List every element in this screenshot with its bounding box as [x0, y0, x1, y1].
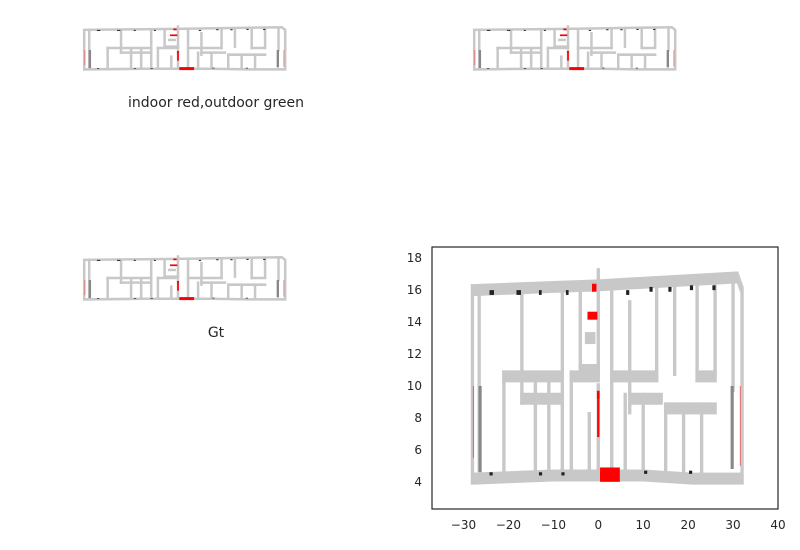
- x-tick-label: −10: [541, 518, 566, 532]
- panel-3-title: Gt: [208, 325, 225, 341]
- x-tick-label: −30: [451, 518, 476, 532]
- panel-1-title: indoor red,outdoor green: [128, 95, 304, 111]
- panel-4-floorplan: [472, 274, 742, 482]
- y-tick-label: 8: [414, 411, 422, 425]
- y-tick-label: 12: [407, 347, 422, 361]
- panel-1-floorplan: [82, 24, 287, 72]
- y-tick-label: 14: [407, 315, 422, 329]
- x-tick-label: −20: [496, 518, 521, 532]
- panel-4-frame: [431, 246, 779, 510]
- panel-1: indoor red,outdoor green: [82, 24, 304, 111]
- y-tick-label: 18: [407, 251, 422, 265]
- panel-4-y-ticks: 4 6 8 10 12 14 16 18: [407, 251, 422, 489]
- x-tick-label: 30: [725, 518, 740, 532]
- x-tick-label: 0: [594, 518, 602, 532]
- panel-4: −30 −20 −10 0 10 20 30 40 4 6 8 10 12 14 16 18: [407, 246, 786, 532]
- y-tick-label: 16: [407, 283, 422, 297]
- panel-4-x-ticks: −30 −20 −10 0 10 20 30 40: [451, 518, 786, 532]
- panel-2-floorplan: [472, 24, 677, 72]
- y-tick-label: 4: [414, 475, 422, 489]
- x-tick-label: 40: [770, 518, 785, 532]
- x-tick-label: 20: [680, 518, 695, 532]
- panel-2: [472, 24, 677, 72]
- panel-3: Gt: [82, 254, 287, 341]
- y-tick-label: 6: [414, 443, 422, 457]
- y-tick-label: 10: [407, 379, 422, 393]
- x-tick-label: 10: [636, 518, 651, 532]
- panel-3-floorplan: [82, 254, 287, 302]
